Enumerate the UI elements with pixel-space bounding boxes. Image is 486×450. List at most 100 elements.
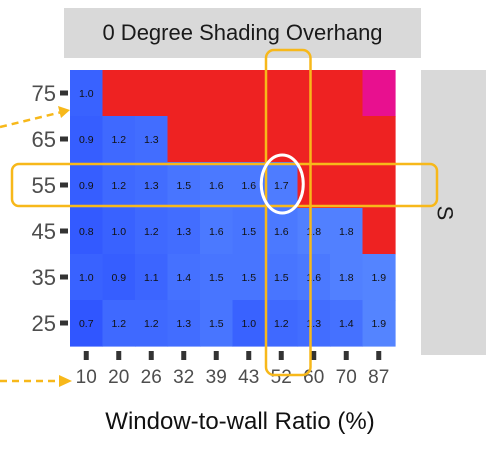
- heatmap-cell: [297, 208, 331, 255]
- cell-value-label: 1.8: [306, 226, 321, 238]
- cell-value-label: 1.3: [144, 134, 159, 146]
- x-axis-title: Window-to-wall Ratio (%): [105, 408, 375, 435]
- x-tick-label: 20: [108, 367, 129, 388]
- cell-value-label: 1.3: [306, 318, 321, 330]
- cell-value-label: 1.3: [176, 318, 191, 330]
- heatmap-cell: [135, 70, 169, 117]
- heatmap-cell: [297, 116, 331, 163]
- heatmap-cell: [362, 162, 396, 209]
- cell-value-label: 1.5: [176, 180, 191, 192]
- cell-value-label: 1.5: [209, 318, 224, 330]
- heatmap-cell: [70, 208, 104, 255]
- x-tick-label: 43: [238, 367, 259, 388]
- facet-strip: [421, 70, 486, 355]
- heatmap-cell: [297, 70, 331, 117]
- x-tick: [116, 351, 122, 360]
- heatmap-cell: [200, 70, 234, 117]
- heatmap-cell: [200, 300, 234, 347]
- cell-value-label: 1.3: [176, 226, 191, 238]
- heatmap-cell: [102, 254, 136, 301]
- chart-title: 0 Degree Shading Overhang: [102, 20, 383, 45]
- pointer-arrow-top-line: [0, 110, 63, 129]
- heatmap-cell: [362, 116, 396, 163]
- highlight-circle: [259, 153, 305, 215]
- x-tick: [181, 351, 187, 360]
- heatmap-cell: [330, 254, 364, 301]
- cell-value-label: 1.5: [274, 272, 289, 284]
- heatmap-cell: [102, 116, 136, 163]
- heatmap-cell: [232, 208, 266, 255]
- heatmap-cell: [265, 162, 299, 209]
- x-tick-label: 70: [336, 367, 357, 388]
- heatmap-cell: [167, 116, 201, 163]
- x-tick-label: 26: [141, 367, 162, 388]
- heatmap-cell: [232, 116, 266, 163]
- cell-value-label: 0.9: [111, 272, 126, 284]
- heatmap-cell: [102, 162, 136, 209]
- heatmap-cell: [135, 300, 169, 347]
- heatmap-cell: [297, 300, 331, 347]
- x-tick: [83, 351, 89, 360]
- heatmap-cell: [330, 70, 364, 117]
- heatmap-cell: [135, 116, 169, 163]
- cell-value-label: 1.5: [209, 272, 224, 284]
- cell-value-label: 1.5: [241, 272, 256, 284]
- y-tick: [60, 228, 68, 234]
- chart-title-strip: [64, 8, 421, 58]
- heatmap-cell: [330, 162, 364, 209]
- cell-value-label: 0.8: [79, 226, 94, 238]
- cell-value-label: 1.0: [79, 272, 94, 284]
- cell-value-label: 1.2: [144, 226, 159, 238]
- y-tick: [60, 274, 68, 280]
- y-tick: [60, 90, 68, 96]
- cell-value-label: 1.1: [144, 272, 159, 284]
- cell-value-label: 1.2: [144, 318, 159, 330]
- heatmap-cell: [70, 70, 104, 117]
- x-tick: [311, 351, 317, 360]
- cell-value-label: 1.6: [209, 226, 224, 238]
- cell-value-label: 1.6: [274, 226, 289, 238]
- cell-value-label: 0.9: [79, 180, 94, 192]
- y-tick: [60, 182, 68, 188]
- cell-value-label: 1.6: [241, 180, 256, 192]
- heatmap-cell: [330, 300, 364, 347]
- heatmap-cell: [167, 208, 201, 255]
- heatmap-cell: [135, 208, 169, 255]
- x-tick: [343, 351, 349, 360]
- highlight-row-box: [10, 162, 439, 208]
- y-tick-label: 65: [32, 127, 56, 152]
- pointer-arrow-top-head: [58, 106, 70, 118]
- heatmap-cell: [232, 300, 266, 347]
- cell-value-label: 1.7: [274, 180, 289, 192]
- heatmap-cell: [330, 116, 364, 163]
- x-tick: [376, 351, 382, 360]
- heatmap-cell: [200, 162, 234, 209]
- cell-value-label: 1.2: [111, 180, 126, 192]
- heatmap-cell: [167, 254, 201, 301]
- heatmap-cell: [362, 70, 396, 117]
- x-tick: [148, 351, 154, 360]
- heatmap-cell: [330, 208, 364, 255]
- x-tick: [278, 351, 284, 360]
- y-tick-label: 75: [32, 81, 56, 106]
- heatmap-cell: [362, 254, 396, 301]
- heatmap-cell: [265, 254, 299, 301]
- y-tick-label: 45: [32, 219, 56, 244]
- heatmap-cell: [135, 162, 169, 209]
- cell-value-label: 1.2: [111, 318, 126, 330]
- pointer-arrow-bottom-head: [59, 375, 72, 387]
- heatmap-cell: [167, 70, 201, 117]
- heatmap-cell: [70, 116, 104, 163]
- x-tick: [246, 351, 252, 360]
- heatmap-cell: [362, 300, 396, 347]
- cell-value-label: 0.9: [79, 134, 94, 146]
- x-tick-label: 87: [368, 367, 389, 388]
- heatmap-cell: [200, 208, 234, 255]
- heatmap-cell: [232, 254, 266, 301]
- heatmap-cell: [232, 70, 266, 117]
- heatmap-cell: [362, 208, 396, 255]
- x-tick-label: 60: [303, 367, 324, 388]
- heatmap-cell: [265, 70, 299, 117]
- cell-value-label: 1.9: [371, 272, 386, 284]
